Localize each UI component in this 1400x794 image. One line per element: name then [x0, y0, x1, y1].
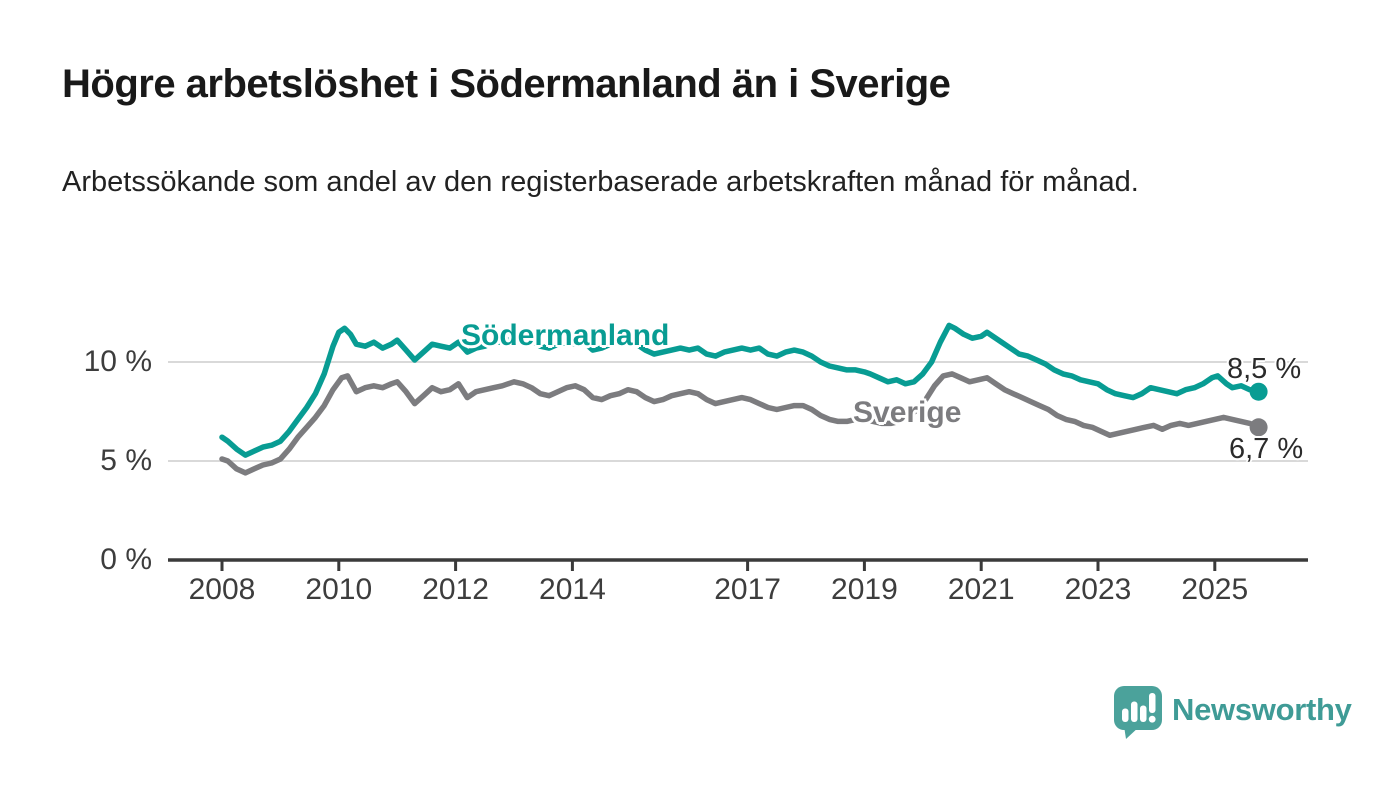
newsworthy-logo-icon: [1114, 686, 1162, 739]
x-tick-label: 2019: [831, 573, 898, 606]
newsworthy-branding: Newsworthy: [1114, 686, 1352, 739]
y-tick-label: 10 %: [83, 345, 152, 378]
x-tick-label: 2023: [1064, 573, 1132, 606]
series-line-sverige: [219, 371, 1262, 476]
x-tick-label: 2025: [1181, 573, 1249, 606]
x-tick-label: 2012: [422, 573, 489, 606]
endpoint-dot-sodermanland: [1249, 382, 1268, 401]
endpoint-dot-sverige: [1249, 418, 1268, 437]
x-tick-label: 2008: [188, 573, 256, 606]
series-label-sodermanland: Södermanland: [461, 319, 670, 352]
end-value-label-sverige: 6,7 %: [1229, 433, 1304, 465]
x-tick-label: 2014: [539, 573, 606, 606]
series-line-sodermanland: [219, 322, 1262, 458]
series-label-sverige: Sverige: [853, 396, 962, 429]
chart-title: Högre arbetslöshet i Södermanland än i S…: [62, 62, 951, 106]
chart-subtitle: Arbetssökande som andel av den registerb…: [62, 166, 1139, 198]
x-tick-label: 2010: [305, 573, 373, 606]
end-value-label-sodermanland: 8,5 %: [1227, 353, 1302, 385]
x-tick-label: 2021: [947, 573, 1015, 606]
newsworthy-wordmark: Newsworthy: [1172, 692, 1352, 727]
x-tick-label: 2017: [714, 573, 781, 606]
y-tick-label: 5 %: [100, 444, 152, 477]
y-tick-label: 0 %: [100, 543, 152, 576]
